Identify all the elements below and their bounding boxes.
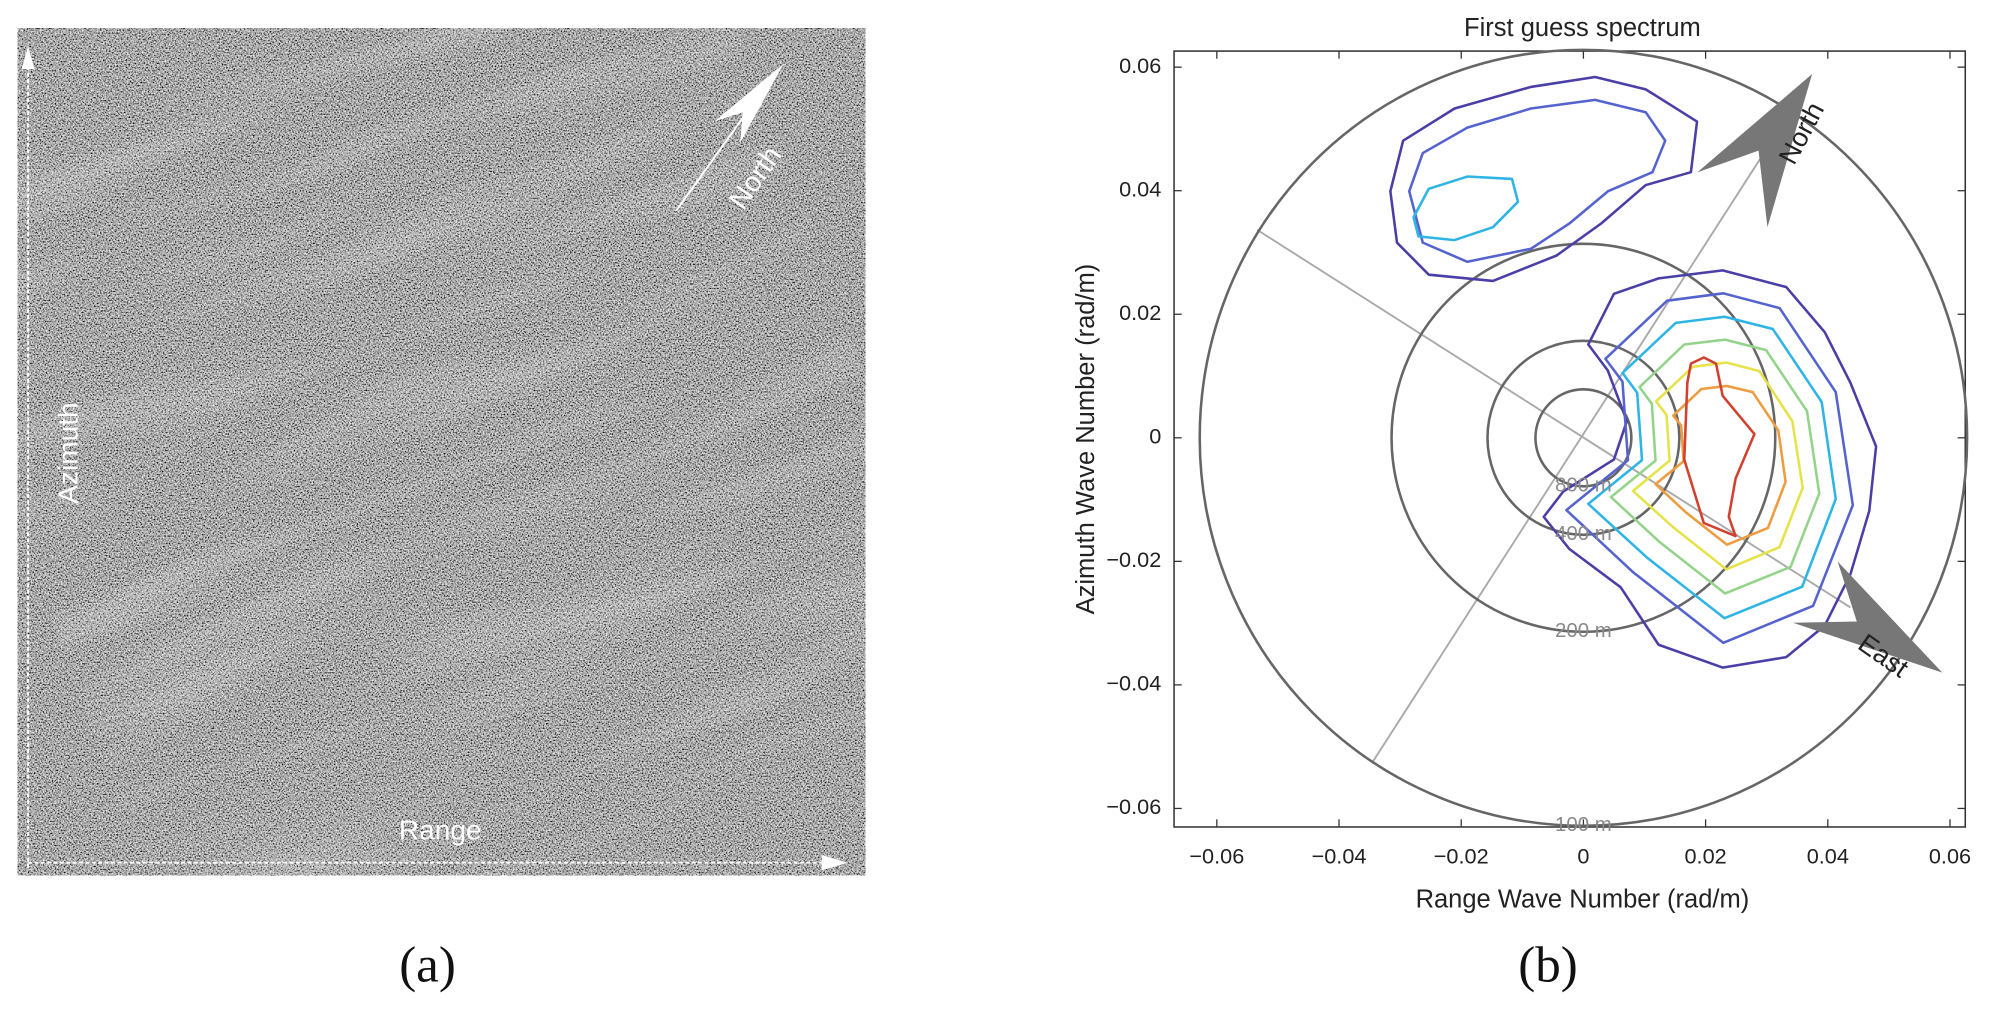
- x-tick-label: −0.04: [1312, 843, 1367, 868]
- x-tick-label: −0.02: [1434, 843, 1489, 868]
- y-axis-label: Azimuth Wave Number (rad/m): [1072, 264, 1100, 615]
- ring-label: 400 m: [1555, 523, 1612, 545]
- contour: [1412, 175, 1520, 242]
- compass: [1697, 74, 1943, 673]
- ring-label: 100 m: [1555, 814, 1612, 836]
- contour: [1682, 356, 1756, 538]
- x-tick-label: 0: [1577, 843, 1589, 868]
- ring-label: 800 m: [1555, 475, 1612, 497]
- caption: (b): [1518, 938, 1578, 994]
- y-tick-label: −0.02: [1106, 547, 1161, 572]
- wavelength-ring: [1486, 339, 1681, 537]
- contour: [1609, 338, 1821, 595]
- contour: [1407, 98, 1667, 264]
- range-label: Range: [399, 815, 482, 846]
- x-tick-label: 0.02: [1684, 843, 1726, 868]
- y-tick-label: 0.02: [1119, 300, 1161, 325]
- sar-image: [0, 0, 985, 995]
- y-tick-label: −0.04: [1106, 671, 1161, 696]
- spectrum-plot: [1173, 50, 1967, 828]
- azimuth-label: Azimuth: [53, 402, 84, 503]
- chart-title: First guess spectrum: [1464, 14, 1701, 42]
- x-tick-label: 0.06: [1929, 843, 1971, 868]
- wavelength-ring: [1534, 388, 1633, 488]
- wavelength-ring: [1198, 48, 1969, 828]
- contour: [1542, 269, 1878, 669]
- caption: (a): [399, 938, 456, 994]
- wavelength-ring: [1390, 242, 1777, 634]
- contour: [1389, 75, 1699, 283]
- x-tick-label: −0.06: [1189, 843, 1244, 868]
- ring-label: 200 m: [1555, 620, 1612, 642]
- x-tick-label: 0.04: [1807, 843, 1849, 868]
- x-axis-label: Range Wave Number (rad/m): [1416, 886, 1750, 914]
- plot-layer: −0.06 −0.04 −0.02 0 0.02 0.04 0.06 −0.06 −0.04 −0…: [1106, 48, 1971, 868]
- y-tick-label: 0.06: [1119, 53, 1161, 78]
- y-tick-label: 0: [1149, 424, 1161, 449]
- contour: [1565, 292, 1855, 645]
- contour: [1631, 361, 1804, 571]
- y-tick-label: −0.06: [1106, 794, 1161, 819]
- y-tick-label: 0.04: [1119, 176, 1161, 201]
- contour: [1587, 315, 1838, 620]
